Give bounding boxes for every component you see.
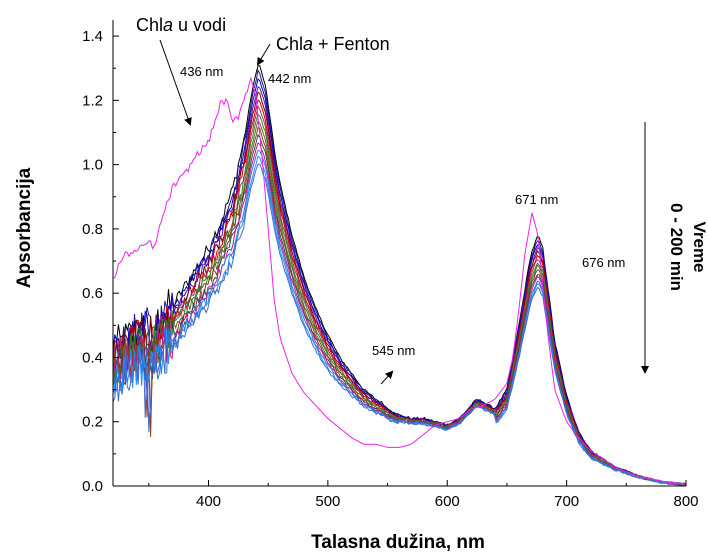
x-tick-label: 600	[435, 493, 460, 510]
annotation-chla-fenton: Chla + Fenton	[276, 34, 390, 54]
series-line-fenton	[113, 164, 686, 485]
side-label-vreme: Vreme	[690, 221, 708, 272]
label-676nm: 676 nm	[582, 255, 625, 270]
series-line-fenton	[113, 100, 686, 485]
y-tick-label: 1.0	[82, 157, 103, 174]
x-tick-label: 500	[315, 493, 340, 510]
series-line-fenton	[113, 156, 686, 486]
x-tick-label: 700	[554, 493, 579, 510]
y-tick-label: 1.2	[82, 92, 103, 109]
y-tick-label: 0.0	[82, 478, 103, 495]
x-axis-title: Talasna dužina, nm	[311, 532, 485, 553]
arrow-545nm	[381, 372, 392, 384]
label-545nm: 545 nm	[372, 343, 415, 358]
arrow-chla-fenton	[258, 44, 270, 64]
side-label-time-range: 0 - 200 min	[667, 203, 686, 291]
label-442nm: 442 nm	[268, 71, 311, 86]
series-line-chla-water	[113, 78, 686, 484]
y-tick-label: 0.2	[82, 414, 103, 431]
x-tick-label: 400	[196, 493, 221, 510]
y-tick-label: 0.6	[82, 285, 103, 302]
y-tick-label: 0.8	[82, 221, 103, 238]
y-tick-label: 1.4	[82, 28, 103, 45]
series-line-fenton	[113, 79, 686, 485]
y-tick-label: 0.4	[82, 349, 103, 366]
arrow-chla-water	[160, 40, 190, 124]
series-line-fenton	[113, 106, 686, 486]
series-line-fenton	[113, 70, 686, 485]
x-tick-label: 800	[673, 493, 698, 510]
annotation-chla-water: Chla u vodi	[136, 15, 226, 35]
series-layer	[113, 66, 686, 486]
y-axis-title: Apsorbancija	[14, 167, 35, 288]
label-436nm: 436 nm	[180, 64, 223, 79]
label-671nm: 671 nm	[515, 192, 558, 207]
